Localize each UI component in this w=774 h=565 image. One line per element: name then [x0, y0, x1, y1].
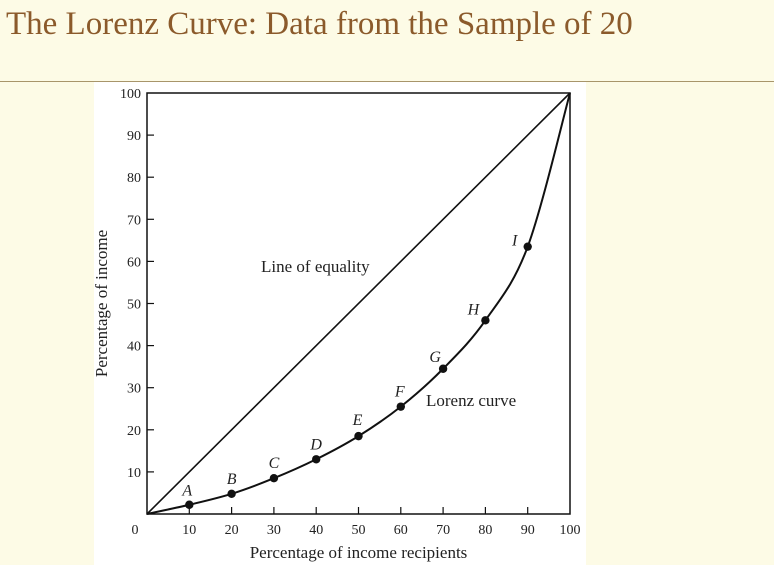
point-label-e: E	[352, 412, 363, 429]
y-axis-title: Percentage of income	[94, 230, 111, 377]
x-axis-title: Percentage of income recipients	[250, 543, 468, 562]
line-of-equality-label: Line of equality	[261, 257, 370, 276]
lorenz-curve-line	[146, 92, 571, 515]
y-tick-label: 80	[127, 171, 141, 186]
point-g	[438, 364, 448, 373]
x-tick-label: 10	[182, 523, 196, 538]
x-tick-label: 90	[521, 523, 535, 538]
y-tick-label: 20	[127, 424, 141, 439]
x-tick-label: 50	[352, 523, 366, 538]
y-tick-label: 90	[127, 129, 141, 144]
x-tick-label: 30	[267, 523, 281, 538]
point-d	[312, 455, 321, 464]
y-tick-label: 40	[127, 340, 141, 355]
y-tick-label: 100	[120, 87, 141, 102]
lorenz-chart: 10 20 30 40 50 60 70 80 90 100 10 20 30 40 50 60 70 80 90 1…	[94, 87, 581, 562]
x-tick-label: 60	[394, 523, 408, 538]
point-label-d: D	[309, 436, 322, 453]
point-label-b: B	[227, 471, 237, 488]
x-tick-label: 80	[478, 523, 492, 538]
point-e	[354, 431, 363, 441]
slide-title: The Lorenz Curve: Data from the Sample o…	[6, 6, 633, 42]
point-c	[269, 474, 279, 483]
point-i	[523, 242, 532, 251]
point-label-a: A	[181, 483, 192, 500]
x-tick-label: 40	[309, 523, 323, 538]
x-tick-label: 20	[225, 523, 239, 538]
lorenz-curve-label: Lorenz curve	[426, 391, 516, 410]
x-tick-label: 100	[560, 523, 581, 538]
y-tick-label: 70	[127, 213, 141, 228]
chart-panel: 10 20 30 40 50 60 70 80 90 100 10 20 30 40 50 60 70 80 90 1…	[94, 82, 586, 565]
point-h	[481, 316, 490, 325]
x-tick-label: 70	[436, 523, 450, 538]
point-label-h: H	[467, 301, 481, 318]
point-label-f: F	[394, 384, 405, 401]
point-f	[396, 402, 405, 411]
y-tick-label: 30	[127, 382, 141, 397]
y-tick-label: 60	[127, 255, 141, 270]
point-label-i: I	[511, 233, 518, 250]
y-tick-label: 50	[127, 298, 141, 313]
origin-label: 0	[132, 523, 139, 538]
point-label-c: C	[269, 455, 280, 472]
y-tick-label: 10	[127, 466, 141, 481]
point-a	[185, 500, 194, 509]
point-b	[227, 489, 236, 498]
line-of-equality	[146, 92, 571, 515]
point-label-g: G	[429, 349, 441, 366]
title-divider	[0, 81, 774, 82]
